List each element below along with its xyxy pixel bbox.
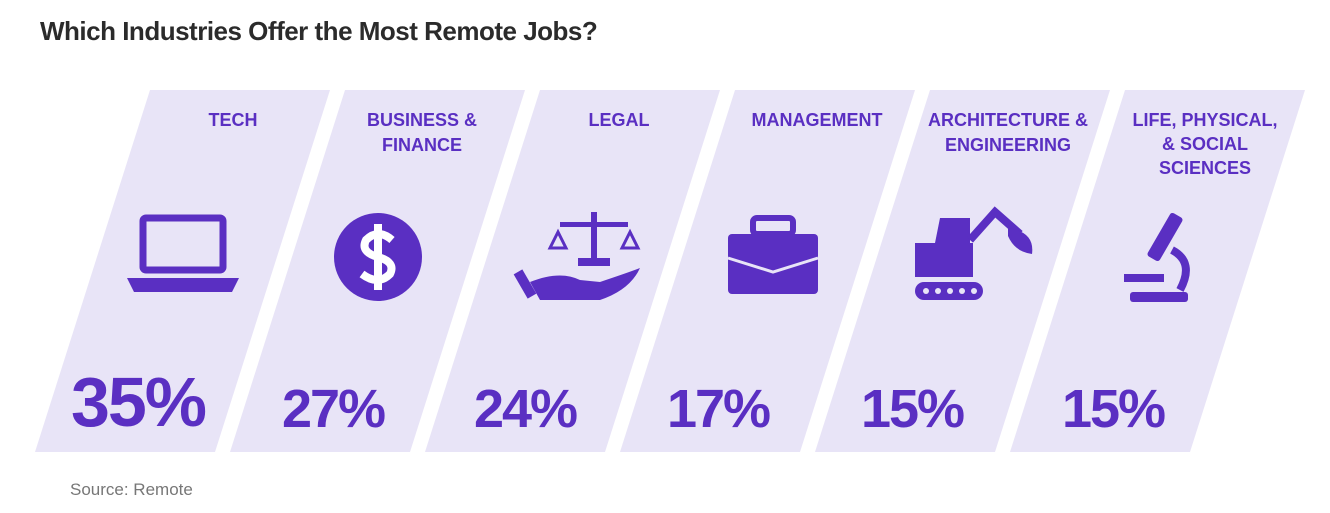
- percent: 35%: [70, 363, 207, 441]
- industry-label: ARCHITECTURE & ENGINEERING: [928, 110, 1088, 155]
- title: Which Industries Offer the Most Remote J…: [40, 16, 598, 46]
- industry-label: BUSINESS & FINANCE: [366, 110, 478, 155]
- industry-label: LIFE, PHYSICAL, & SOCIAL SCIENCES: [1132, 110, 1278, 178]
- percent: 15%: [860, 379, 965, 439]
- source: Source: Remote: [70, 480, 193, 499]
- percent: 27%: [281, 379, 386, 439]
- percent: 17%: [666, 379, 771, 439]
- percent: 15%: [1061, 379, 1166, 439]
- industry-label: LEGAL: [588, 110, 650, 130]
- industry-label: TECH: [208, 110, 258, 130]
- percent: 24%: [473, 379, 578, 439]
- industry-label: MANAGEMENT: [751, 110, 883, 130]
- icons: [127, 206, 1190, 302]
